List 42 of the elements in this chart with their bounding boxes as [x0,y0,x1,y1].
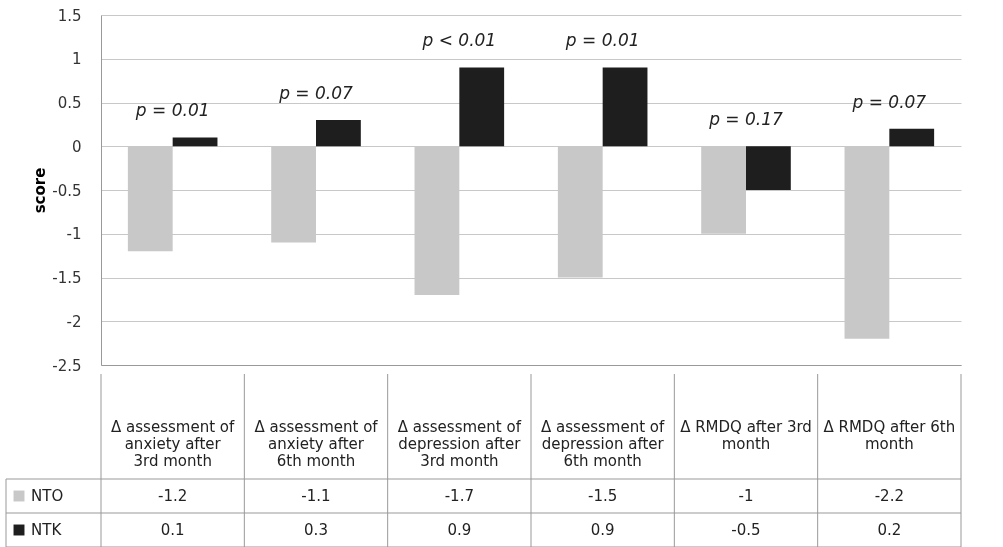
annotation: p = 0.01 [564,30,640,51]
annotation: p = 0.17 [708,109,784,129]
bar [602,67,648,147]
y-tick-label: 0.5 [57,94,82,112]
bar [316,120,361,147]
data-label: 0.1 [160,521,185,539]
data-label: -1.2 [158,487,188,505]
annotation: p < 0.01 [421,30,497,51]
data-label: 0.9 [590,521,615,539]
data-label: 0.2 [877,521,902,539]
bar [172,137,218,147]
annotation: p = 0.01 [134,100,210,121]
y-tick-label: 1.5 [57,6,82,25]
x-tick-label: Δ RMDQ after 3rd month [680,417,812,453]
y-tick-label: 1 [71,50,82,69]
data-label: 0.3 [304,521,328,539]
data-label: -1.1 [301,487,331,505]
data-label: -1 [738,487,754,505]
bar [889,128,935,147]
data-label: -0.5 [731,521,761,539]
y-tick-label: -1.5 [52,269,82,287]
bar [746,146,791,190]
x-tick-label: Δ assessment of depression after 6th month [541,417,665,470]
x-tick-label: Δ RMDQ after 6th month [823,417,956,453]
data-label: -1.5 [588,487,618,505]
x-tick-label: Δ assessment of anxiety after 3rd month [111,417,235,470]
legend-label: NTO [31,487,64,505]
y-tick-label: -1 [66,225,82,244]
y-tick-label: 0 [71,137,82,156]
data-label: -1.7 [444,487,474,505]
annotation: p = 0.07 [278,82,354,103]
x-tick-label: Δ assessment of anxiety after 6th month [254,417,379,470]
bar [459,67,505,147]
y-axis-title: score [31,167,50,214]
data-label: -2.2 [874,487,904,505]
y-tick-label: -2 [66,312,82,331]
y-tick-label: -2.5 [52,356,82,375]
annotation: p = 0.07 [851,91,927,112]
data-label: 0.9 [447,521,472,539]
legend-label: NTK [31,521,63,539]
x-tick-label: Δ assessment of depression after 3rd month [397,417,522,470]
y-tick-label: -0.5 [52,181,82,200]
